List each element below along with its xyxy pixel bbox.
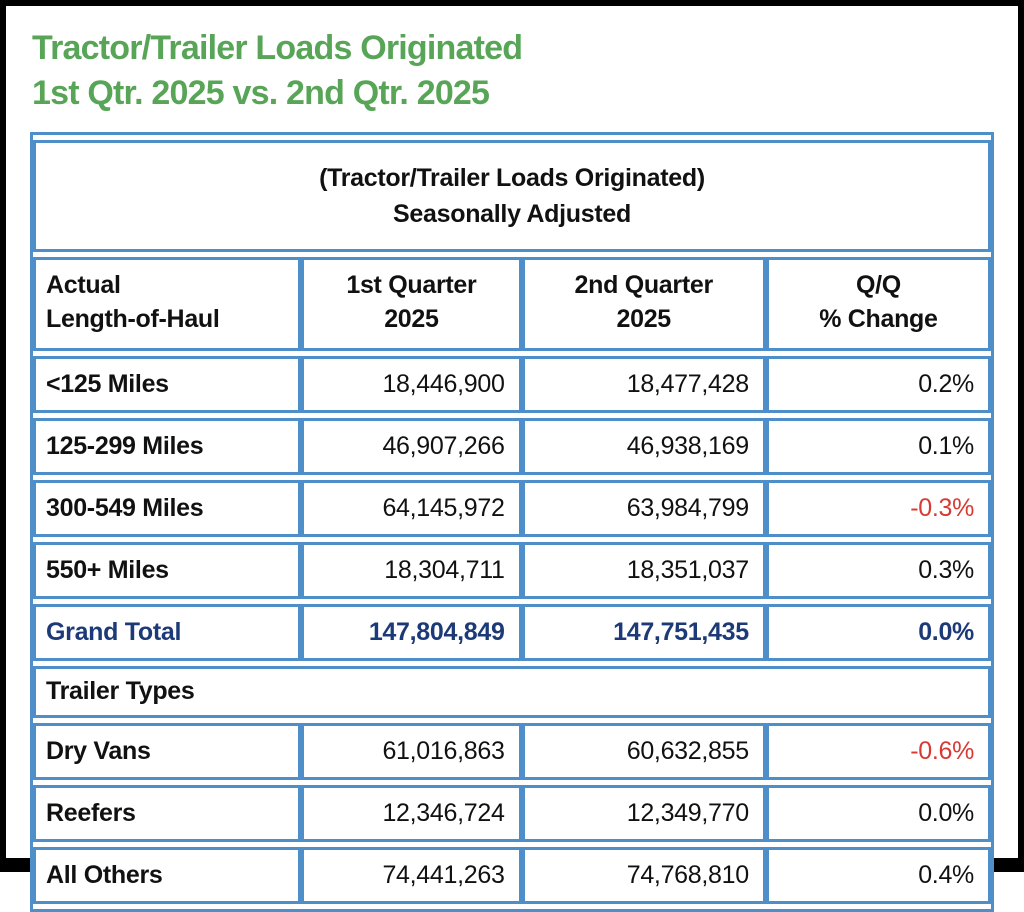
col-header-line: 2nd Quarter [574,271,714,300]
q1-value-cell: 18,446,900 [301,355,522,413]
q2-value-cell: 46,938,169 [521,417,766,475]
table-title-row: (Tractor/Trailer Loads Originated) Seaso… [33,139,991,253]
row-label: <125 Miles [33,355,302,413]
q1-value-cell: 147,804,849 [301,603,522,661]
table-row-all-others: All Others 74,441,263 74,768,810 0.4% [33,846,991,904]
q2-value-cell: 18,351,037 [521,541,766,599]
table-row-reefers: Reefers 12,346,724 12,349,770 0.0% [33,784,991,842]
col-header-line: 1st Quarter [346,271,477,300]
q1-value-cell: 18,304,711 [301,541,522,599]
pct-change-cell: 0.2% [765,355,991,413]
col-header-length-of-haul: Actual Length-of-Haul [33,257,302,351]
table-row-dry-vans: Dry Vans 61,016,863 60,632,855 -0.6% [33,722,991,780]
col-header-line: Q/Q [855,271,901,300]
col-header-line: Length-of-Haul [46,305,220,333]
col-header-qq-change: Q/Q % Change [765,257,991,351]
row-label: All Others [33,846,302,904]
q2-value-cell: 63,984,799 [521,479,766,537]
col-header-line: % Change [819,305,938,333]
q1-value-cell: 12,346,724 [301,784,522,842]
row-label: 550+ Miles [33,541,302,599]
grand-total-label: Grand Total [33,603,302,661]
pct-change-cell: 0.0% [765,603,991,661]
table-title-line1: (Tractor/Trailer Loads Originated) [319,163,705,192]
col-header-q2-2025: 2nd Quarter 2025 [521,257,766,351]
table-row-125-299-miles: 125-299 Miles 46,907,266 46,938,169 0.1% [33,417,991,475]
section-header-trailer-types: Trailer Types [33,665,991,718]
grand-total-row: Grand Total 147,804,849 147,751,435 0.0% [33,603,991,661]
table-row-550-plus-miles: 550+ Miles 18,304,711 18,351,037 0.3% [33,541,991,599]
col-header-q1-2025: 1st Quarter 2025 [301,257,522,351]
pct-change-cell: 0.1% [765,417,991,475]
q1-value-cell: 64,145,972 [301,479,522,537]
table-title-line2: Seasonally Adjusted [393,200,631,228]
table-row-300-549-miles: 300-549 Miles 64,145,972 63,984,799 -0.3… [33,479,991,537]
column-header-row: Actual Length-of-Haul 1st Quarter 2025 2… [33,257,991,351]
loads-table: (Tractor/Trailer Loads Originated) Seaso… [30,131,994,912]
q2-value-cell: 147,751,435 [521,603,766,661]
section-header-row: Trailer Types [33,665,991,718]
q2-value-cell: 60,632,855 [521,722,766,780]
row-label: 125-299 Miles [33,417,302,475]
q1-value-cell: 46,907,266 [301,417,522,475]
q2-value-cell: 12,349,770 [521,784,766,842]
page-title: Tractor/Trailer Loads Originated 1st Qtr… [32,26,1018,116]
row-label: Reefers [33,784,302,842]
table-title: (Tractor/Trailer Loads Originated) Seaso… [33,139,991,253]
col-header-line: 2025 [616,305,671,333]
pct-change-cell: -0.3% [765,479,991,537]
pct-change-cell: 0.3% [765,541,991,599]
pct-change-cell: 0.0% [765,784,991,842]
row-label: Dry Vans [33,722,302,780]
q1-value-cell: 74,441,263 [301,846,522,904]
table-row-under-125-miles: <125 Miles 18,446,900 18,477,428 0.2% [33,355,991,413]
col-header-line: Actual [46,271,121,300]
page-title-line1: Tractor/Trailer Loads Originated [32,29,523,67]
pct-change-cell: 0.4% [765,846,991,904]
pct-change-cell: -0.6% [765,722,991,780]
col-header-line: 2025 [384,305,439,333]
q2-value-cell: 18,477,428 [521,355,766,413]
row-label: 300-549 Miles [33,479,302,537]
page-title-line2: 1st Qtr. 2025 vs. 2nd Qtr. 2025 [32,73,490,112]
q1-value-cell: 61,016,863 [301,722,522,780]
q2-value-cell: 74,768,810 [521,846,766,904]
